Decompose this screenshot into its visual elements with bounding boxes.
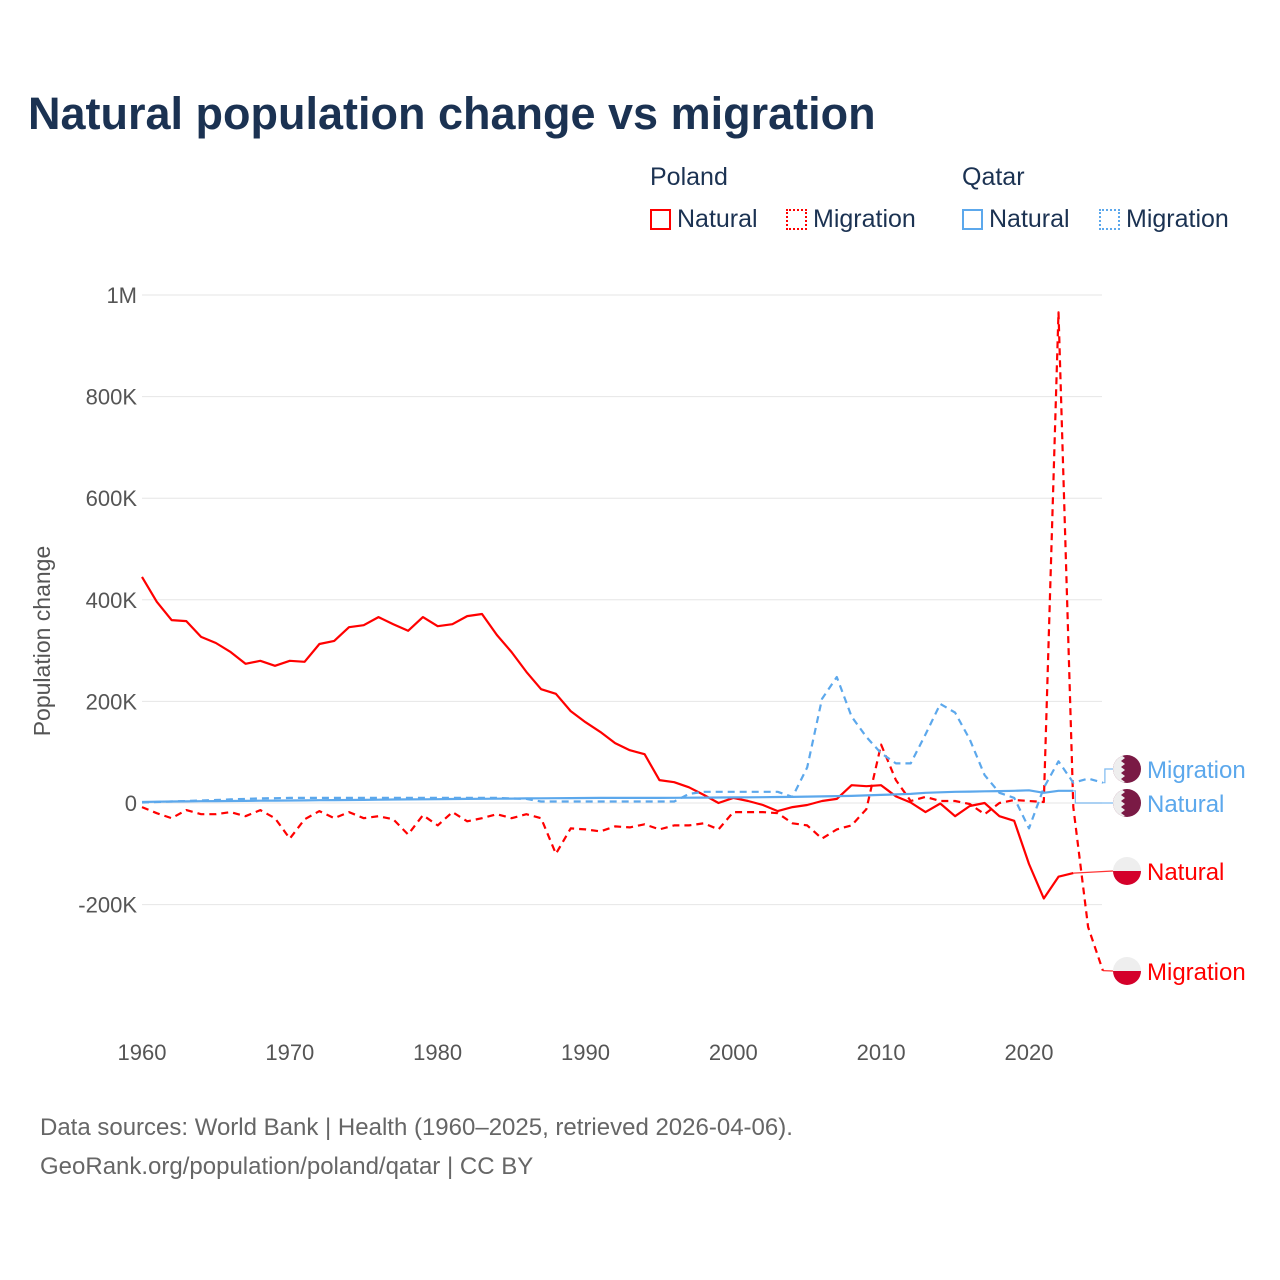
legend-label: Natural: [677, 205, 758, 233]
x-tick-label: 2020: [1005, 1040, 1054, 1065]
legend-label: Migration: [1126, 205, 1229, 233]
dotted-swatch-icon: [786, 209, 807, 230]
series-end-label: Natural: [1147, 859, 1224, 886]
series-line-poland-migration: [141, 311, 1104, 971]
series-line-qatar-migration: [141, 675, 1104, 830]
label-connector: [1073, 870, 1114, 874]
chart-title: Natural population change vs migration: [28, 88, 876, 139]
series-end-label: Migration: [1147, 959, 1246, 986]
legend-group-poland: Poland: [650, 163, 728, 191]
dotted-swatch-icon: [1099, 209, 1120, 230]
legend-qatar-migration[interactable]: Migration: [1099, 205, 1229, 234]
label-connector: [1073, 790, 1113, 804]
series-end-label: Migration: [1147, 757, 1246, 784]
label-connector: [1102, 768, 1113, 784]
y-tick-label: 600K: [86, 486, 138, 511]
source-note: Data sources: World Bank | Health (1960–…: [40, 1108, 793, 1186]
qatar-flag-icon: [1113, 755, 1141, 783]
legend-qatar-natural[interactable]: Natural: [962, 205, 1070, 234]
y-tick-label: 200K: [86, 689, 138, 714]
series-line-poland-natural: [141, 576, 1074, 900]
x-tick-label: 2010: [857, 1040, 906, 1065]
x-tick-label: 1980: [413, 1040, 462, 1065]
solid-swatch-icon: [962, 209, 983, 230]
series-line-qatar-natural: [141, 789, 1074, 804]
qatar-flag-icon: [1113, 789, 1141, 817]
flag-red: [1113, 871, 1141, 885]
flag-white-serrated: [1113, 789, 1125, 817]
poland-flag-icon: [1113, 957, 1141, 985]
y-tick-label: 1M: [106, 283, 137, 308]
y-tick-label: -200K: [78, 893, 137, 918]
x-tick-label: 1990: [561, 1040, 610, 1065]
legend-label: Natural: [989, 205, 1070, 233]
flag-white-serrated: [1113, 755, 1125, 783]
legend-poland-natural[interactable]: Natural: [650, 205, 758, 234]
legend-label: Migration: [813, 205, 916, 233]
poland-flag-icon: [1113, 857, 1141, 885]
flag-red: [1113, 971, 1141, 985]
source-line-1: Data sources: World Bank | Health (1960–…: [40, 1114, 793, 1141]
series-end-label: Natural: [1147, 791, 1224, 818]
y-tick-label: 0: [125, 791, 137, 816]
x-tick-label: 1970: [265, 1040, 314, 1065]
legend-group-qatar: Qatar: [962, 163, 1025, 191]
y-tick-label: 400K: [86, 588, 138, 613]
source-line-2[interactable]: GeoRank.org/population/poland/qatar | CC…: [40, 1153, 534, 1180]
y-axis-label: Population change: [29, 546, 55, 737]
y-tick-label: 800K: [86, 385, 138, 410]
solid-swatch-icon: [650, 209, 671, 230]
legend-poland-migration[interactable]: Migration: [786, 205, 916, 234]
x-tick-label: 1960: [118, 1040, 167, 1065]
x-tick-label: 2000: [709, 1040, 758, 1065]
